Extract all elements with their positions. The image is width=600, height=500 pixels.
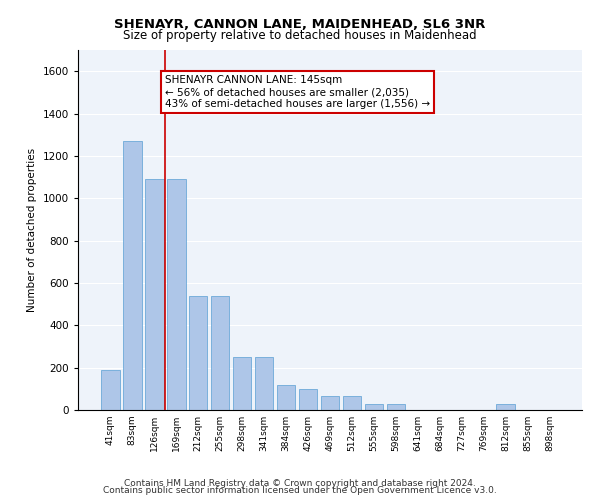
Bar [277, 384, 295, 410]
Bar [386, 404, 405, 410]
Bar [496, 404, 515, 410]
Bar [123, 141, 142, 410]
Text: Contains public sector information licensed under the Open Government Licence v3: Contains public sector information licen… [103, 486, 497, 495]
Bar [167, 179, 185, 410]
Text: SHENAYR, CANNON LANE, MAIDENHEAD, SL6 3NR: SHENAYR, CANNON LANE, MAIDENHEAD, SL6 3N… [115, 18, 485, 30]
Bar [145, 179, 164, 410]
Bar [189, 296, 208, 410]
Bar [101, 370, 119, 410]
Text: SHENAYR CANNON LANE: 145sqm
← 56% of detached houses are smaller (2,035)
43% of : SHENAYR CANNON LANE: 145sqm ← 56% of det… [165, 76, 430, 108]
Bar [365, 404, 383, 410]
Bar [255, 357, 274, 410]
Bar [211, 296, 229, 410]
Bar [299, 389, 317, 410]
Text: Size of property relative to detached houses in Maidenhead: Size of property relative to detached ho… [123, 29, 477, 42]
Y-axis label: Number of detached properties: Number of detached properties [27, 148, 37, 312]
Bar [343, 396, 361, 410]
Bar [320, 396, 340, 410]
Bar [233, 357, 251, 410]
Text: Contains HM Land Registry data © Crown copyright and database right 2024.: Contains HM Land Registry data © Crown c… [124, 478, 476, 488]
